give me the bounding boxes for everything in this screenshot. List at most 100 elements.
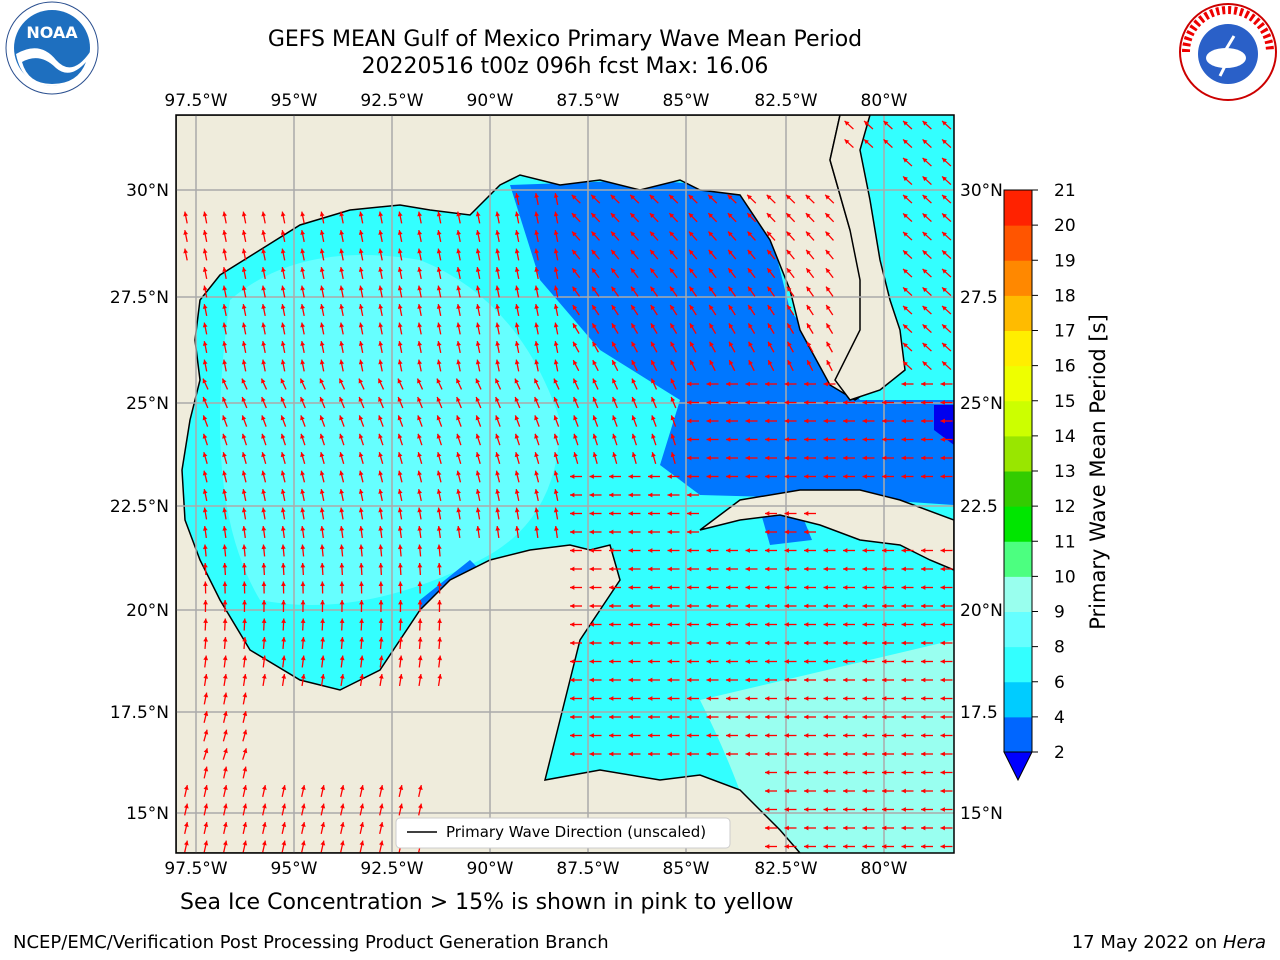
wave-arrow [727,267,737,279]
wave-arrow [339,525,345,539]
wave-arrow [921,585,933,590]
wave-arrow [281,803,287,816]
wave-arrow [823,788,836,794]
wave-arrow [281,822,287,834]
wave-arrow [202,507,208,520]
wave-arrow [843,400,855,405]
wave-arrow [437,636,443,650]
colorbar-segment [1004,681,1032,718]
wave-arrow [475,452,481,464]
wave-arrow [222,692,228,705]
wave-arrow [766,194,776,204]
wave-arrow [570,640,582,646]
wave-arrow [300,229,306,243]
wave-arrow [784,603,797,609]
wave-arrow [804,418,816,424]
wave-arrow [300,470,306,483]
gridlines [176,115,954,853]
wave-arrow [631,396,638,409]
wave-arrow [844,138,854,149]
wave-arrow [667,585,680,590]
wave-arrow [862,844,875,849]
wave-arrow [203,785,209,797]
wave-arrow [940,788,953,794]
wave-arrow [339,322,345,335]
wave-arrow [359,785,365,797]
wave-arrow [901,677,914,683]
wave-arrow [339,599,345,613]
wave-arrow [241,470,247,483]
wave-arrow [261,433,267,446]
wave-arrow [823,381,836,387]
wave-arrow [281,636,287,650]
wave-arrow [882,418,894,424]
wave-arrow [823,696,836,701]
wave-arrow [300,488,306,502]
wave-arrow [688,231,698,241]
wave-arrow [589,640,602,646]
wave-arrow [843,640,855,646]
wave-arrow [436,229,442,243]
wave-arrow [612,396,618,409]
wave-arrow [379,803,384,816]
wave-arrow [456,211,462,224]
wave-arrow [670,341,677,353]
wave-arrow [241,415,248,427]
wave-arrow [922,212,932,223]
wave-arrow [591,249,600,260]
wave-arrow [534,507,540,520]
wave-arrow [805,249,815,260]
wave-arrow [417,211,423,224]
wave-arrow [667,603,680,609]
wave-arrow [882,677,894,683]
wave-arrow [222,581,228,594]
wave-arrow [784,437,797,442]
wave-arrow [379,822,384,834]
wave-arrow [921,659,933,664]
wave-arrow [922,157,932,167]
lat-label-left: 17.5°N [110,703,169,723]
wave-arrow [202,266,208,280]
wave-arrow [202,322,208,335]
wave-arrow [436,452,442,464]
wave-arrow [826,359,833,372]
wave-arrow [628,714,641,720]
wave-arrow [319,266,325,280]
wave-arrow [591,286,600,297]
wave-arrow [184,803,189,816]
wave-arrow [534,433,540,446]
wave-arrow [417,248,423,261]
wave-arrow [765,733,777,738]
wave-arrow [921,622,933,627]
wave-arrow [687,566,699,572]
wave-arrow [534,488,540,502]
wave-arrow [417,303,423,317]
wave-arrow [417,396,423,409]
wave-arrow [902,231,913,241]
wave-arrow [589,585,602,590]
wave-arrow [746,212,757,223]
wave-arrow [359,636,365,650]
wave-arrow [378,525,384,539]
wave-arrow [901,714,914,720]
wave-arrow [570,474,582,479]
wave-arrow [941,342,952,352]
wave-arrow [202,211,208,224]
lon-label-bottom: 97.5°W [164,859,227,879]
wave-arrow [748,341,755,353]
wave-arrow [300,285,306,298]
wave-arrow [609,733,621,738]
wave-arrow [397,248,403,261]
wave-arrow [766,231,776,241]
wave-arrow [281,840,287,853]
wave-arrow [708,286,717,297]
wave-arrow [417,655,423,668]
wave-arrow [300,322,306,335]
wave-arrow [728,359,736,372]
wave-arrow [902,194,913,204]
wave-arrow [416,378,424,390]
wave-arrow [609,751,621,757]
wave-arrow [222,415,228,427]
wave-direction-arrows [183,120,953,853]
wave-arrow [280,488,286,502]
